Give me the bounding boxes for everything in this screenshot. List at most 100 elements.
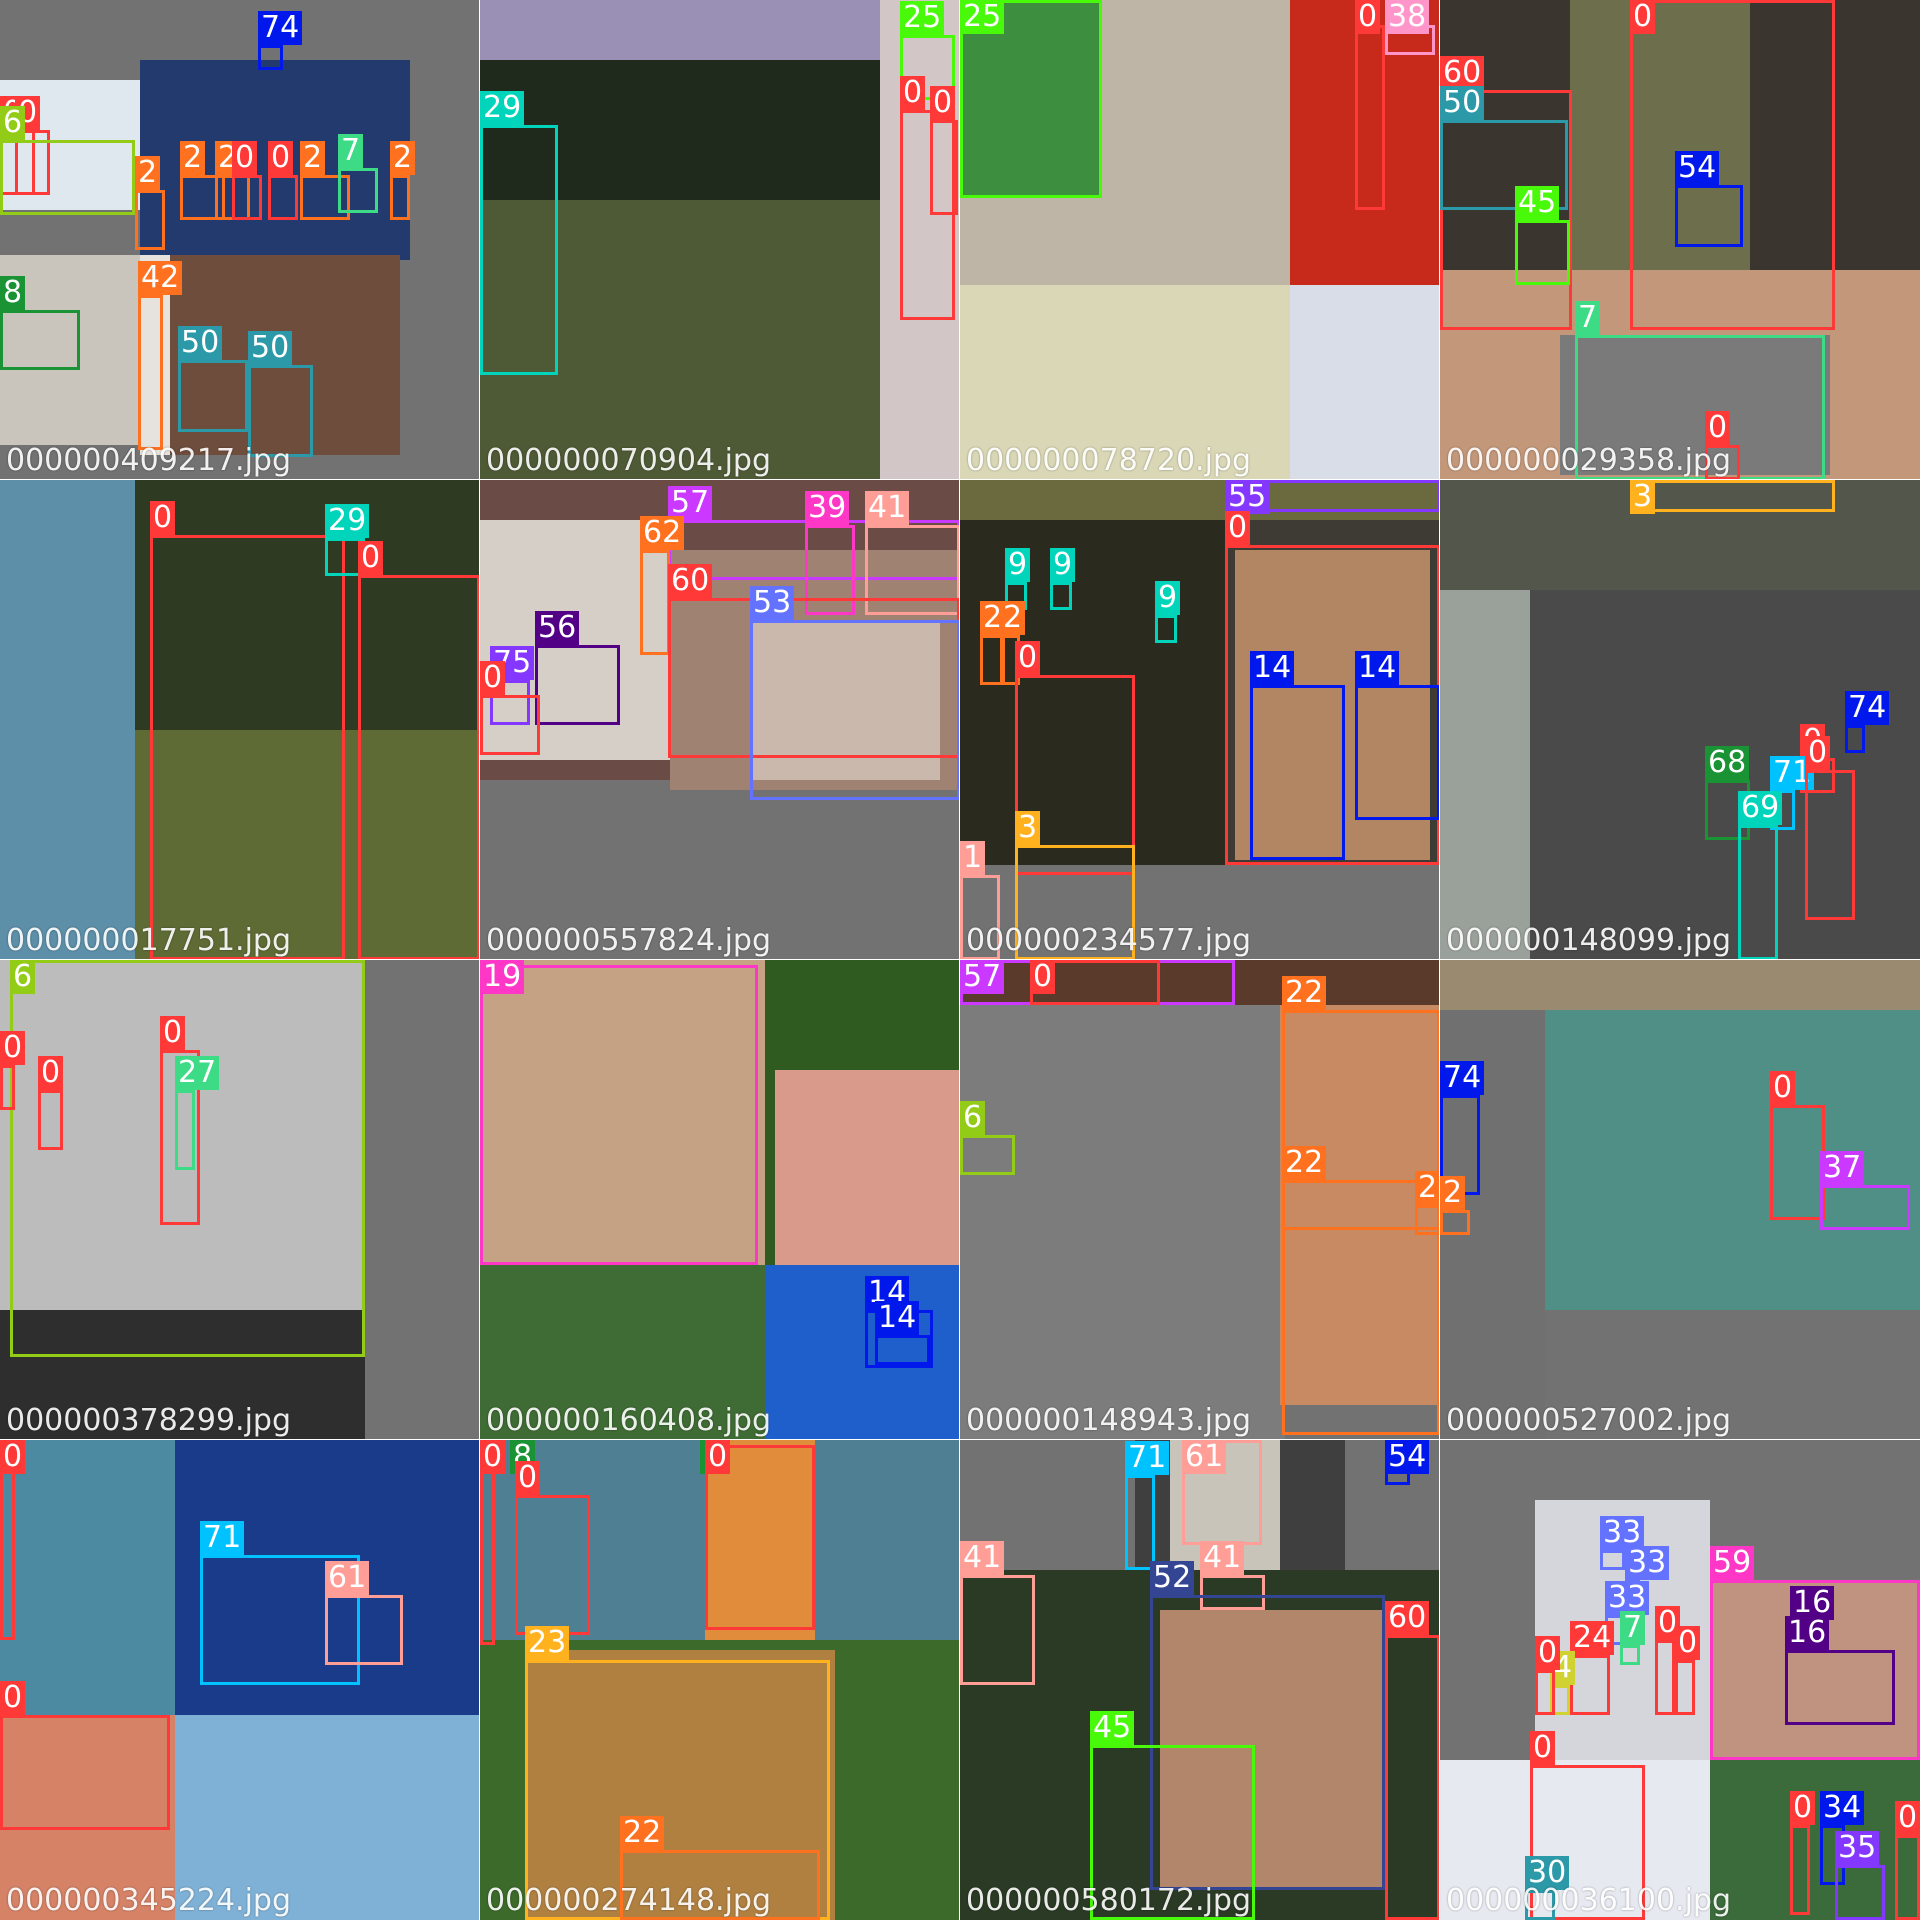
bounding-box xyxy=(175,1090,195,1170)
class-label: 2 xyxy=(1000,601,1026,635)
tile-filename: 000000234577.jpg xyxy=(966,923,1251,958)
class-label: 0 xyxy=(900,76,926,110)
bounding-box xyxy=(1895,1835,1920,1920)
class-label: 60 xyxy=(1385,1601,1430,1635)
photo-region xyxy=(775,1070,960,1265)
photo-region xyxy=(1290,0,1440,285)
bounding-box xyxy=(1655,1640,1675,1715)
bounding-box xyxy=(930,120,958,215)
class-label: 25 xyxy=(900,1,945,35)
image-tile: 080802322000000274148.jpg xyxy=(479,1439,961,1920)
image-tile: 6 0 0 0 27 000000378299.jpg xyxy=(0,959,481,1441)
bounding-box xyxy=(960,1575,1035,1685)
image-tile: 25 0 38 000000078720.jpg xyxy=(959,0,1441,481)
class-label: 0 xyxy=(1630,0,1656,34)
class-label: 54 xyxy=(1675,151,1720,185)
bounding-box xyxy=(480,125,558,375)
bounding-box xyxy=(1535,1670,1555,1715)
photo-region xyxy=(1710,1760,1920,1920)
bounding-box xyxy=(535,645,620,725)
bounding-box xyxy=(300,175,350,220)
bounding-box xyxy=(705,1445,815,1630)
class-label: 0 xyxy=(930,86,956,120)
bounding-box xyxy=(620,1850,820,1920)
bounding-box xyxy=(0,1065,15,1110)
bounding-box xyxy=(325,1595,403,1665)
bounding-box xyxy=(1440,1210,1470,1235)
photo-region xyxy=(135,480,480,730)
bounding-box xyxy=(1675,1660,1695,1715)
bounding-box xyxy=(1550,1685,1570,1715)
class-label: 2 xyxy=(300,141,326,175)
photo-region xyxy=(1160,1610,1385,1890)
image-tile: 74 2 0 37 000000527002.jpg xyxy=(1439,959,1920,1441)
class-label: 33 xyxy=(1625,1546,1670,1580)
tile-filename: 000000345224.jpg xyxy=(6,1883,291,1918)
bounding-box xyxy=(1630,480,1835,512)
class-label: 0 xyxy=(1805,736,1831,770)
class-label: 0 xyxy=(1015,641,1041,675)
class-label: 54 xyxy=(1385,1440,1430,1474)
class-label: 29 xyxy=(325,504,370,538)
class-label: 29 xyxy=(480,91,525,125)
bounding-box xyxy=(1440,120,1568,210)
class-label: 9 xyxy=(1050,548,1076,582)
bounding-box xyxy=(1770,1105,1825,1220)
class-label: 74 xyxy=(1440,1061,1485,1095)
bounding-box xyxy=(1820,1185,1910,1230)
photo-region xyxy=(175,1715,480,1920)
tile-filename: 000000148943.jpg xyxy=(966,1403,1251,1438)
class-label: 50 xyxy=(248,331,293,365)
photo-region xyxy=(0,480,135,960)
bounding-box xyxy=(1738,825,1778,960)
class-label: 30 xyxy=(1525,1856,1570,1890)
bounding-box xyxy=(1710,1580,1920,1760)
tile-filename: 000000409217.jpg xyxy=(6,443,291,478)
image-tile: 37406871069000000148099.jpg xyxy=(1439,479,1920,961)
class-label: 2 xyxy=(390,141,416,175)
bounding-box xyxy=(268,175,298,220)
bounding-box xyxy=(1805,770,1855,920)
tile-filename: 000000378299.jpg xyxy=(6,1403,291,1438)
image-tile: 0 60 50 45 54 7 0 000000029358.jpg xyxy=(1439,0,1920,481)
photo-region xyxy=(1570,0,1750,270)
class-label: 74 xyxy=(258,11,303,45)
bounding-box xyxy=(1525,1890,1555,1920)
bounding-box xyxy=(750,620,960,800)
bounding-box xyxy=(1015,845,1135,960)
class-label: 16 xyxy=(1790,1586,1835,1620)
image-tile: 29 25 0 0 000000070904.jpg xyxy=(479,0,961,481)
class-label: 37 xyxy=(1820,1151,1865,1185)
bounding-box xyxy=(1050,582,1072,610)
class-label: 14 xyxy=(875,1301,920,1335)
bounding-box xyxy=(1575,335,1825,480)
class-label: 2 xyxy=(1440,1176,1466,1210)
bounding-box xyxy=(0,310,80,370)
bounding-box xyxy=(900,110,955,320)
bounding-box xyxy=(1125,1475,1155,1570)
class-label: 71 xyxy=(1125,1441,1170,1475)
class-label: 34 xyxy=(1820,1791,1865,1825)
bounding-box xyxy=(515,1495,590,1635)
class-label: 0 xyxy=(160,1016,186,1050)
class-label: 39 xyxy=(805,491,850,525)
bounding-box xyxy=(1090,1745,1255,1920)
bounding-box xyxy=(1282,1180,1440,1435)
photo-region xyxy=(960,285,1290,480)
class-label: 25 xyxy=(960,0,1005,34)
class-label: 71 xyxy=(200,1521,245,1555)
bounding-box xyxy=(1620,1645,1640,1665)
class-label: 50 xyxy=(1440,86,1485,120)
class-label: 0 xyxy=(1355,0,1381,34)
class-label: 59 xyxy=(1710,1546,1755,1580)
class-label: 33 xyxy=(1600,1516,1645,1550)
class-label: 0 xyxy=(0,1031,26,1065)
bounding-box xyxy=(805,525,855,615)
class-label: 0 xyxy=(1790,1791,1816,1825)
class-label: 41 xyxy=(960,1541,1005,1575)
class-label: 68 xyxy=(1705,746,1750,780)
bounding-box xyxy=(1200,1575,1265,1610)
class-label: 69 xyxy=(1738,791,1783,825)
bounding-box xyxy=(1785,1650,1895,1725)
class-label: 0 xyxy=(1535,1636,1561,1670)
